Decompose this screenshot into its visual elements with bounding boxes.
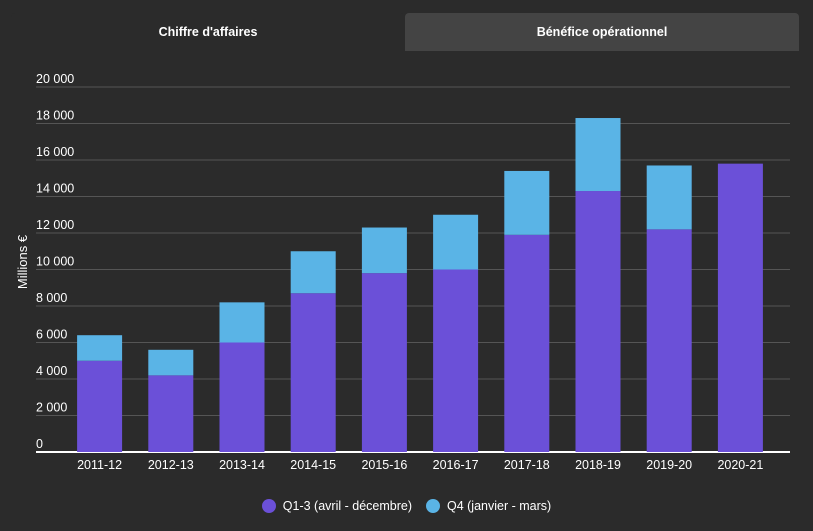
bar-q13-2015-16[interactable] [361, 273, 407, 452]
y-tick-label: 0 [36, 437, 43, 451]
bar-q13-2019-20[interactable] [646, 229, 692, 452]
x-tick-labels: 2011-12 2012-13 2013-14 2014-15 2015-16 2016-… [77, 458, 763, 472]
x-tick-label: 2018-19 [575, 458, 621, 472]
x-tick-label: 2017-18 [504, 458, 550, 472]
legend-label-q4: Q4 (janvier - mars) [447, 499, 552, 513]
x-tick-label: 2019-20 [646, 458, 692, 472]
y-tick-label: 10 000 [36, 255, 74, 269]
x-tick-label: 2015-16 [361, 458, 407, 472]
tab-benefice-operationnel[interactable]: Bénéfice opérationnel [405, 13, 799, 51]
y-tick-label: 6 000 [36, 328, 67, 342]
bar-q4-2011-12[interactable] [77, 335, 123, 361]
y-tick-label: 14 000 [36, 182, 74, 196]
y-tick-labels: 0 2 000 4 000 6 000 8 000 10 000 12 000 14 000 1… [36, 72, 74, 451]
bars [77, 118, 763, 452]
y-tick-label: 12 000 [36, 218, 74, 232]
bar-q4-2013-14[interactable] [219, 302, 265, 343]
bar-q4-2014-15[interactable] [290, 251, 336, 294]
y-tick-label: 8 000 [36, 291, 67, 305]
x-tick-label: 2020-21 [717, 458, 763, 472]
bar-q13-2017-18[interactable] [504, 234, 550, 452]
x-tick-label: 2013-14 [219, 458, 265, 472]
legend-item-q13[interactable]: Q1-3 (avril - décembre) [261, 499, 412, 513]
tab-chiffre-affaires[interactable]: Chiffre d'affaires [11, 13, 405, 51]
bar-q13-2020-21[interactable] [717, 163, 763, 452]
y-tick-label: 20 000 [36, 72, 74, 86]
legend-swatch-q4 [426, 499, 440, 513]
bar-q13-2012-13[interactable] [148, 375, 194, 452]
legend: Q1-3 (avril - décembre) Q4 (janvier - ma… [0, 496, 813, 516]
y-axis-label: Millions € [15, 234, 30, 289]
bar-q4-2018-19[interactable] [575, 118, 621, 192]
bar-q4-2016-17[interactable] [433, 214, 479, 270]
revenue-chart: 0 2 000 4 000 6 000 8 000 10 000 12 000 14 000 1… [15, 72, 790, 472]
bar-q4-2012-13[interactable] [148, 349, 194, 376]
y-tick-label: 2 000 [36, 401, 67, 415]
bar-q13-2011-12[interactable] [77, 360, 123, 452]
y-tick-label: 16 000 [36, 145, 74, 159]
bar-q4-2015-16[interactable] [361, 227, 407, 274]
bar-q13-2013-14[interactable] [219, 342, 265, 453]
legend-label-q13: Q1-3 (avril - décembre) [282, 499, 412, 513]
y-tick-label: 4 000 [36, 364, 67, 378]
bar-q4-2019-20[interactable] [646, 165, 692, 230]
bar-q13-2014-15[interactable] [290, 293, 336, 452]
bar-q13-2018-19[interactable] [575, 191, 621, 452]
legend-swatch-q13 [261, 499, 276, 513]
y-tick-label: 18 000 [36, 109, 74, 123]
legend-item-q4[interactable]: Q4 (janvier - mars) [426, 499, 551, 513]
x-tick-label: 2014-15 [290, 458, 336, 472]
bar-q4-2017-18[interactable] [504, 170, 550, 235]
x-tick-label: 2011-12 [77, 458, 122, 472]
x-tick-label: 2016-17 [433, 458, 479, 472]
x-tick-label: 2012-13 [148, 458, 194, 472]
bar-q13-2016-17[interactable] [433, 269, 479, 453]
tab-bar: Chiffre d'affaires Bénéfice opérationnel [11, 13, 799, 51]
